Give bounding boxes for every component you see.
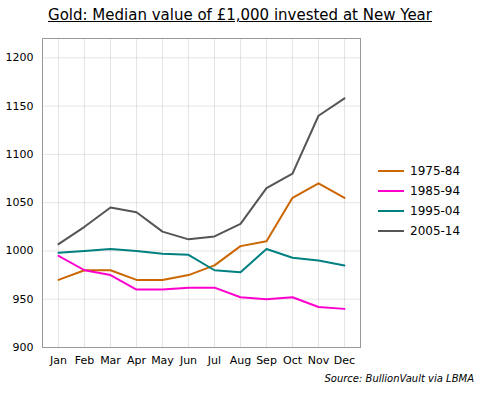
svg-text:Sep: Sep [256,354,277,367]
svg-text:Feb: Feb [75,354,94,367]
svg-text:900: 900 [13,341,34,354]
html-text:1995-04: 1995-04 [410,203,461,218]
svg-text:Nov: Nov [308,354,330,367]
svg-text:950: 950 [13,293,34,306]
svg-text:May: May [151,354,174,367]
svg-text:Jul: Jul [207,354,221,367]
svg-text:Mar: Mar [100,354,121,367]
svg-text:1150: 1150 [6,100,34,113]
html-text:Gold: Median value of £1,000 i: Gold: Median value of £1,000 invested at… [48,6,432,24]
html-text:Source: BullionVault via LBMA: Source: BullionVault via LBMA [324,373,474,384]
html-text:2005-14: 2005-14 [410,223,461,238]
svg-text:Jan: Jan [49,354,67,367]
html-text:1975-84: 1975-84 [410,163,461,178]
svg-text:Jun: Jun [179,354,197,367]
svg-text:Oct: Oct [283,354,303,367]
html-text:1985-94: 1985-94 [410,183,461,198]
svg-text:Aug: Aug [230,354,251,367]
svg-text:Apr: Apr [127,354,147,367]
svg-text:1100: 1100 [6,148,34,161]
svg-text:Dec: Dec [334,354,355,367]
svg-text:1000: 1000 [6,244,34,257]
svg-text:1200: 1200 [6,51,34,64]
svg-text:1050: 1050 [6,196,34,209]
